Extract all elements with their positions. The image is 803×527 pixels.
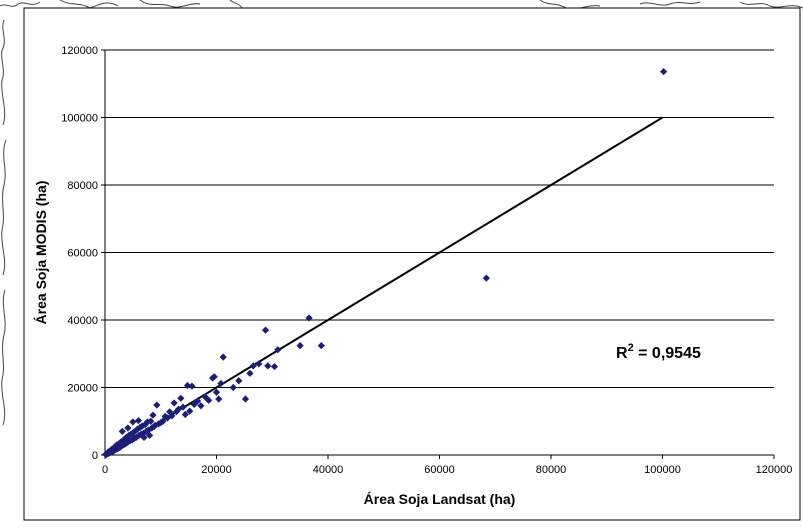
- data-point-44: [127, 430, 135, 438]
- data-point-81: [179, 403, 187, 411]
- y-tick-label: 100000: [61, 113, 98, 125]
- data-point-84: [186, 407, 194, 415]
- data-point-102: [255, 360, 263, 368]
- y-tick-label: 120000: [61, 45, 98, 57]
- data-point-83: [183, 381, 192, 390]
- data-point-107: [296, 342, 304, 350]
- y-tick-label: 60000: [67, 248, 98, 260]
- data-point-46: [129, 418, 137, 426]
- data-point-51: [133, 425, 141, 433]
- data-point-97: [229, 383, 237, 392]
- x-tick-label: 0: [102, 464, 108, 476]
- data-point-57: [139, 429, 148, 437]
- y-axis-title: Área Soja MODIS (ha): [33, 181, 49, 325]
- x-tick-label: 60000: [424, 464, 455, 476]
- data-point-96: [219, 353, 227, 361]
- r2-prefix: R: [616, 345, 628, 362]
- data-point-87: [193, 397, 202, 405]
- data-point-104: [264, 362, 272, 370]
- data-point-108: [305, 314, 313, 322]
- y-tick-label: 0: [92, 450, 98, 462]
- data-point-64: [147, 417, 155, 425]
- data-point-100: [246, 369, 254, 377]
- data-point-106: [274, 346, 282, 354]
- data-point-79: [174, 405, 183, 413]
- data-point-63: [146, 431, 154, 440]
- data-point-58: [140, 433, 148, 442]
- x-tick-label: 40000: [313, 464, 344, 476]
- r-squared-annotation: R2 = 0,9545: [616, 342, 701, 362]
- data-point-66: [149, 411, 157, 419]
- data-point-77: [170, 399, 178, 407]
- data-point-28: [117, 438, 125, 446]
- plot-area-frame: [23, 7, 801, 521]
- x-tick-label: 80000: [536, 464, 567, 476]
- data-point-99: [241, 395, 250, 403]
- x-axis-title: Área Soja Landsat (ha): [364, 491, 516, 507]
- y-tick-label: 20000: [67, 383, 98, 395]
- data-point-52: [134, 416, 143, 425]
- data-point-94: [215, 395, 223, 403]
- data-point-93: [212, 388, 221, 396]
- data-point-40: [124, 424, 132, 432]
- r2-value: = 0,9545: [634, 345, 701, 362]
- data-point-75: [166, 408, 174, 416]
- r2-superscript: 2: [628, 342, 634, 354]
- data-point-111: [660, 68, 668, 76]
- x-tick-label: 100000: [644, 464, 681, 476]
- data-point-56: [138, 422, 146, 430]
- y-tick-label: 80000: [67, 180, 98, 192]
- data-point-47: [129, 428, 138, 436]
- y-tick-label: 40000: [67, 315, 98, 327]
- data-point-80: [177, 394, 185, 402]
- data-point-82: [181, 410, 189, 419]
- data-point-110: [482, 274, 490, 282]
- tick-labels: 0 20000 40000 60000 80000 100000 120000 0 20000 4…: [61, 45, 792, 476]
- data-point-95: [217, 379, 225, 388]
- x-tick-label: 20000: [201, 464, 232, 476]
- data-point-85: [188, 382, 196, 390]
- data-point-90: [205, 396, 213, 404]
- axes: [101, 49, 775, 459]
- data-point-69: [153, 401, 161, 409]
- data-point-92: [210, 373, 218, 381]
- data-point-62: [144, 426, 153, 434]
- data-point-101: [249, 362, 257, 370]
- data-point-105: [270, 362, 279, 371]
- data-point-109: [317, 342, 325, 350]
- data-point-98: [235, 377, 243, 385]
- data-point-50: [132, 433, 140, 442]
- x-tick-label: 120000: [756, 464, 793, 476]
- data-point-30: [118, 427, 126, 435]
- data-point-103: [261, 326, 270, 334]
- data-points: [101, 68, 668, 459]
- data-point-76: [168, 412, 176, 420]
- data-point-88: [197, 402, 205, 410]
